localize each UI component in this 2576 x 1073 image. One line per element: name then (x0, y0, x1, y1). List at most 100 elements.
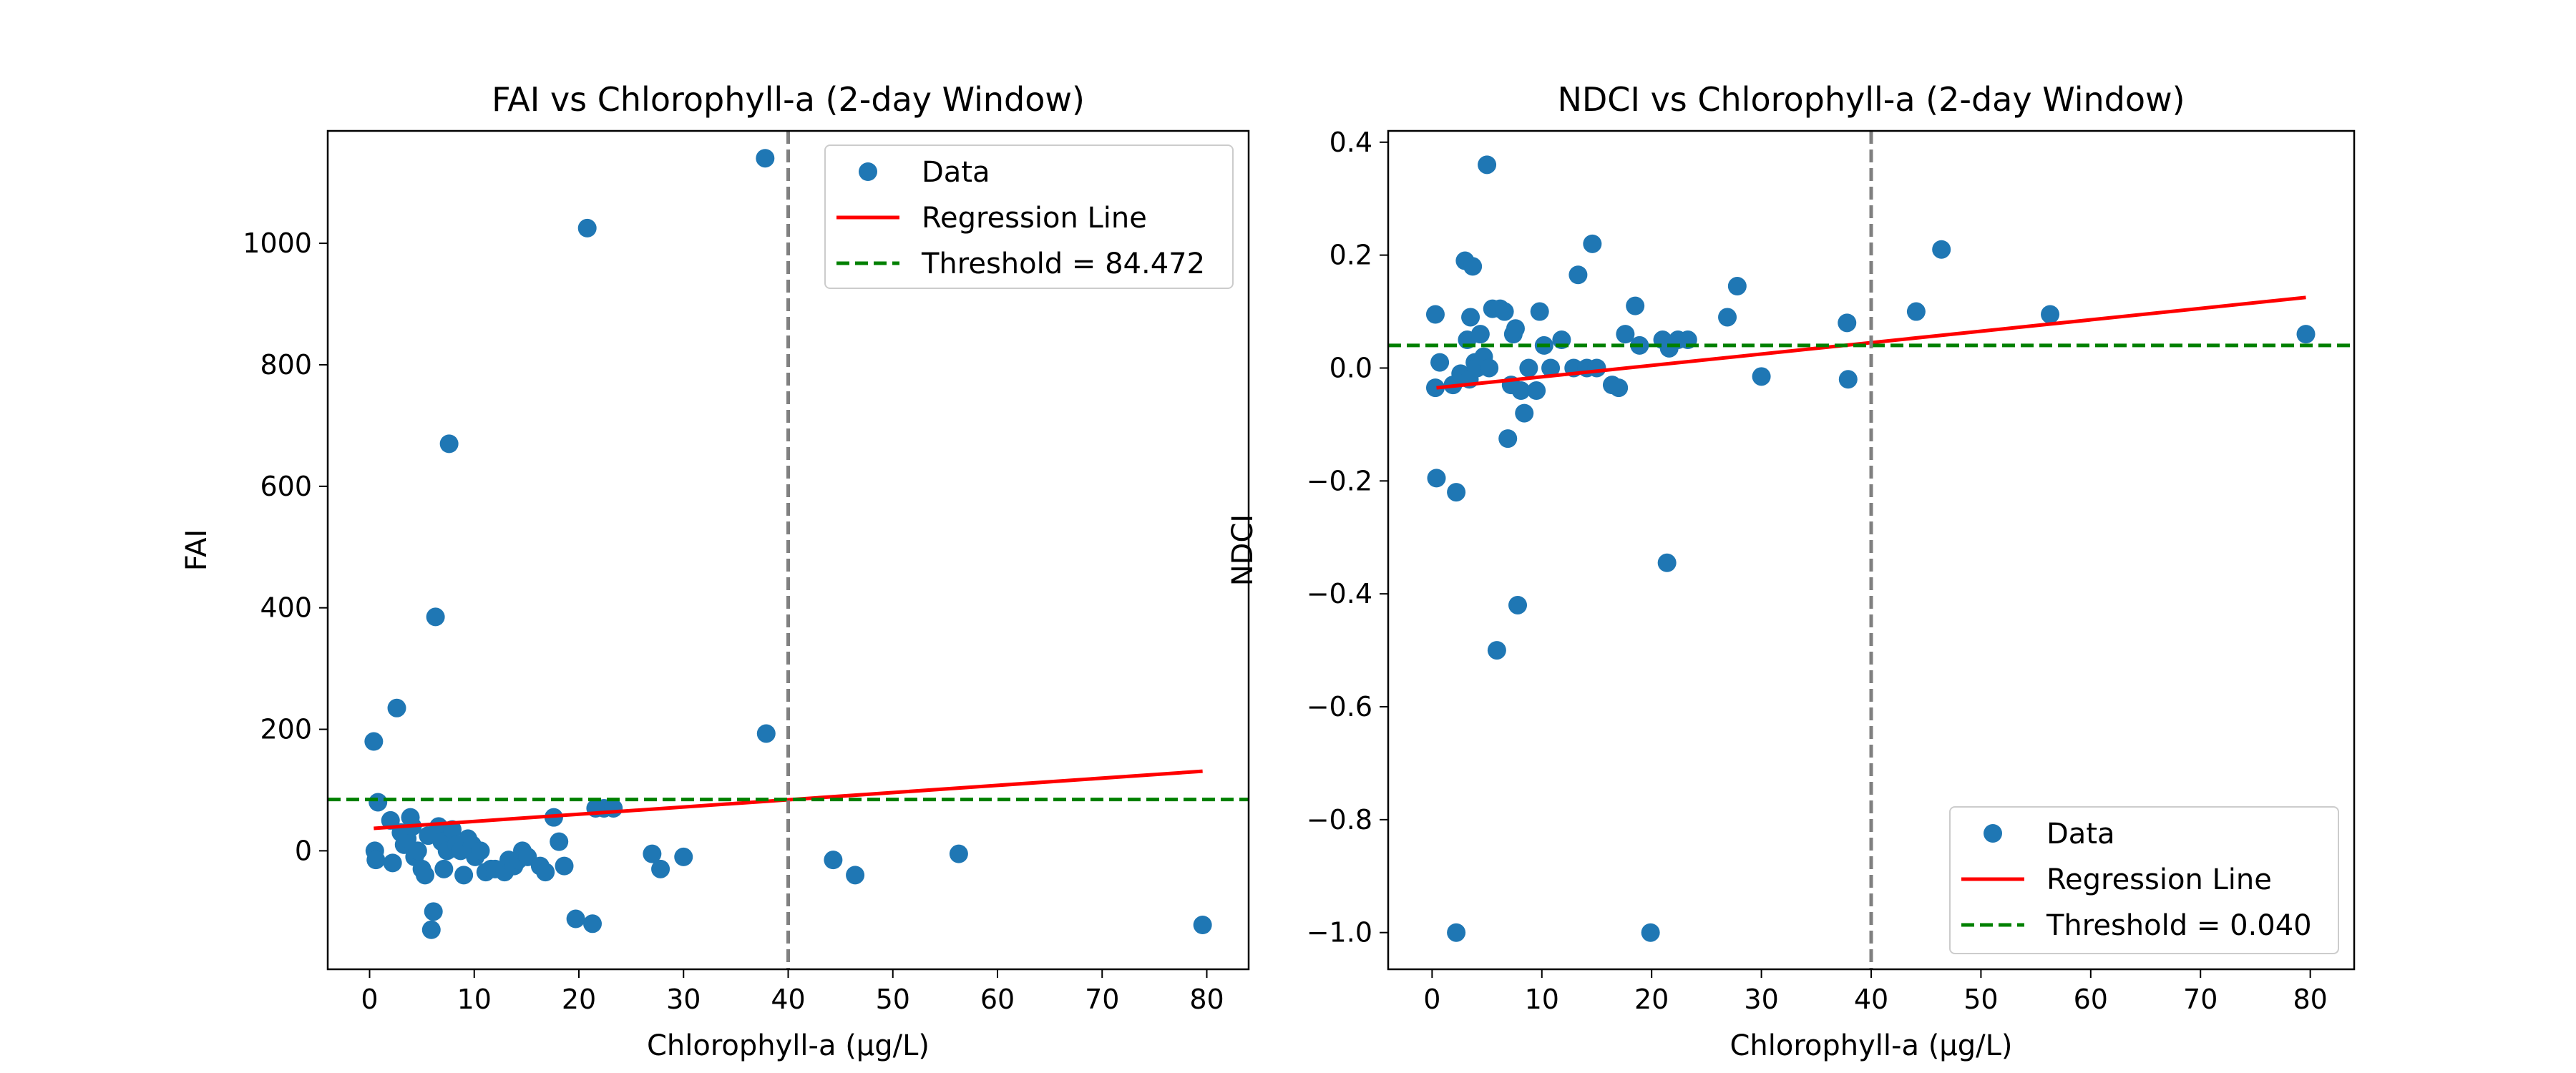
fai-data-point (674, 847, 693, 866)
fai-data-point (366, 851, 386, 870)
fai-data-point (364, 732, 384, 751)
fai-data-point (756, 724, 776, 743)
ndci-legend-regression-label: Regression Line (2046, 863, 2272, 896)
fai-x-tick-label: 70 (1085, 984, 1119, 1015)
fai-y-axis-label: FAI (180, 529, 213, 572)
ndci-y-tick-label: −0.6 (1307, 691, 1372, 722)
ndci-data-point (1447, 483, 1466, 502)
fai-data-point (421, 920, 441, 939)
fai-legend-threshold-label: Threshold = 84.472 (921, 248, 1205, 280)
ndci-data-point (1447, 923, 1466, 942)
ndci-chart-title: NDCI vs Chlorophyll-a (2-day Window) (1557, 80, 2185, 119)
fai-data-point (604, 798, 623, 818)
fai-y-tick-label: 600 (260, 471, 312, 502)
ndci-legend-data-label: Data (2046, 818, 2115, 851)
fai-data-point (471, 841, 490, 861)
fai-x-tick-label: 50 (876, 984, 910, 1015)
fai-data-point (555, 856, 574, 876)
ndci-data-point (1541, 358, 1561, 378)
fai-data-point (434, 859, 454, 878)
fai-data-point (566, 909, 585, 929)
fai-chart-title: FAI vs Chlorophyll-a (2-day Window) (492, 80, 1085, 119)
fai-y-tick-label: 400 (260, 592, 312, 624)
fai-data-point (583, 914, 602, 934)
ndci-data-point (1583, 234, 1602, 253)
ndci-data-point (1838, 313, 1857, 333)
ndci-legend-data-marker (1984, 824, 2002, 843)
ndci-x-tick-label: 0 (1423, 984, 1440, 1015)
ndci-data-point (1478, 155, 1497, 175)
fai-x-tick-label: 40 (771, 984, 805, 1015)
fai-data-point (408, 841, 427, 861)
ndci-y-tick-label: −1.0 (1307, 917, 1372, 949)
ndci-data-point (2041, 305, 2060, 324)
ndci-x-axis-label: Chlorophyll-a (µg/L) (1729, 1029, 2012, 1062)
ndci-x-tick-label: 20 (1634, 984, 1669, 1015)
fai-data-point (651, 859, 670, 878)
fai-data-point (424, 902, 443, 921)
fai-data-point (369, 793, 388, 812)
fai-y-tick-label: 1000 (243, 227, 312, 259)
fai-y-tick-label: 200 (260, 714, 312, 745)
fai-chart: FAI vs Chlorophyll-a (2-day Window) Chlo… (180, 80, 1250, 1062)
ndci-data-point (1461, 308, 1480, 327)
ndci-data-point (1657, 553, 1677, 572)
ndci-data-point (1838, 370, 1858, 389)
ndci-data-point (1430, 353, 1450, 372)
fai-x-tick-label: 0 (361, 984, 378, 1015)
fai-data-point (846, 866, 865, 885)
fai-legend-data-label: Data (922, 156, 990, 189)
fai-data-point (577, 218, 597, 237)
fai-data-point (383, 853, 402, 873)
ndci-data-point (1511, 381, 1531, 401)
fai-data-point (643, 844, 662, 863)
fai-x-tick-label: 80 (1189, 984, 1224, 1015)
ndci-data-point (1495, 302, 1514, 321)
fai-data-point (426, 607, 445, 627)
ndci-x-tick-label: 50 (1963, 984, 1998, 1015)
ndci-legend: Data Regression Line Threshold = 0.040 (1949, 806, 2339, 954)
ndci-x-tick-label: 30 (1744, 984, 1778, 1015)
ndci-data-point (1427, 469, 1446, 488)
ndci-legend-threshold-label: Threshold = 0.040 (2046, 909, 2312, 942)
fai-y-tick-label: 0 (295, 835, 312, 866)
fai-data-point (454, 866, 474, 885)
fai-y-tick-label: 800 (260, 349, 312, 381)
ndci-data-point (1641, 923, 1660, 942)
fai-legend-regression-label: Regression Line (922, 202, 1147, 235)
ndci-legend-box (1949, 806, 2339, 954)
ndci-data-point (1626, 296, 1645, 315)
ndci-y-tick-label: −0.2 (1307, 465, 1372, 496)
ndci-data-point (1568, 265, 1588, 285)
ndci-data-point (1487, 641, 1506, 660)
ndci-data-point (1718, 308, 1737, 327)
ndci-data-point (1932, 240, 1951, 259)
ndci-y-axis-label: NDCI (1226, 514, 1259, 586)
ndci-y-tick-label: 0.0 (1330, 352, 1372, 383)
ndci-data-point (1616, 325, 1635, 344)
fai-data-point (387, 698, 406, 717)
fai-data-point (949, 844, 968, 863)
ndci-data-point (1508, 595, 1528, 614)
ndci-axes-frame (1387, 129, 2356, 971)
fai-data-point (1193, 916, 1212, 935)
ndci-data-point (1906, 302, 1926, 321)
ndci-chart: NDCI vs Chlorophyll-a (2-day Window) Chl… (1226, 80, 2356, 1062)
ndci-x-tick-label: 40 (1854, 984, 1888, 1015)
fai-x-tick-label: 30 (666, 984, 701, 1015)
fai-legend-data-marker (859, 162, 877, 181)
fai-legend-box (824, 144, 1234, 289)
ndci-data-point (1506, 319, 1525, 338)
ndci-data-point (1530, 302, 1549, 321)
fai-data-point (416, 866, 435, 885)
fai-legend: Data Regression Line Threshold = 84.472 (824, 144, 1234, 289)
fai-regression-line (374, 769, 1203, 831)
fai-data-point (756, 149, 775, 168)
ndci-data-point (1527, 381, 1546, 401)
ndci-data-point (1752, 367, 1771, 386)
fai-data-point (439, 434, 459, 454)
ndci-data-point (1480, 358, 1499, 378)
fai-x-tick-label: 60 (980, 984, 1015, 1015)
fai-axes-frame (326, 129, 1250, 971)
